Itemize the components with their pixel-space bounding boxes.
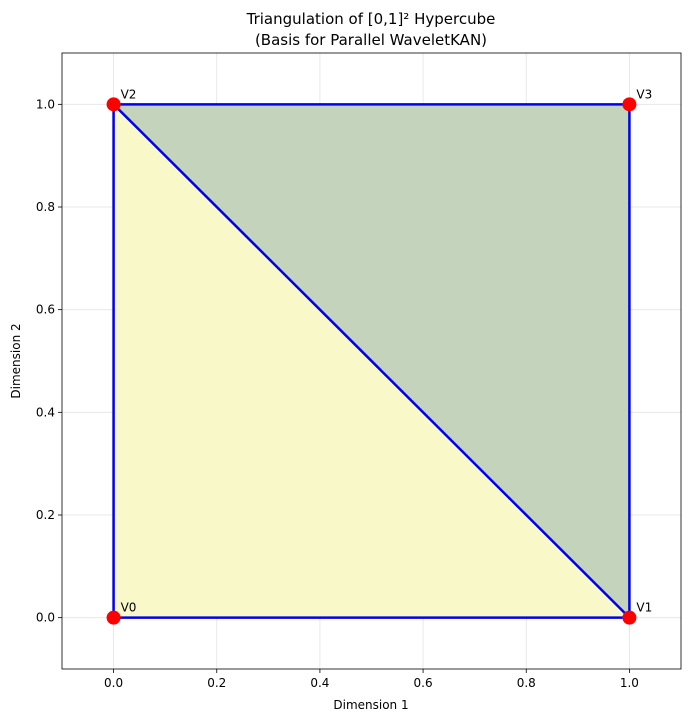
- x-tick-label-5: 1.0: [620, 676, 639, 690]
- y-tick-label-1: 0.2: [36, 508, 55, 522]
- x-tick-label-2: 0.4: [310, 676, 329, 690]
- vertex-point-v2: [106, 97, 121, 112]
- y-tick-label-0: 0.0: [36, 611, 55, 625]
- x-tick-label-1: 0.2: [207, 676, 226, 690]
- y-axis-label: Dimension 2: [9, 323, 23, 398]
- x-axis-label: Dimension 1: [333, 698, 408, 712]
- y-tick-label-2: 0.4: [36, 405, 55, 419]
- vertex-point-v0: [106, 610, 121, 625]
- vertex-label-v3: V3: [636, 87, 652, 101]
- vertex-label-v1: V1: [636, 601, 652, 615]
- vertex-point-v3: [622, 97, 637, 112]
- x-tick-label-4: 0.8: [517, 676, 536, 690]
- chart-title-line-1: Triangulation of [0,1]² Hypercube: [246, 10, 496, 28]
- vertex-label-v0: V0: [121, 601, 137, 615]
- y-tick-label-3: 0.6: [36, 303, 55, 317]
- x-tick-label-0: 0.0: [104, 676, 123, 690]
- vertex-label-v2: V2: [121, 87, 137, 101]
- chart-title-line-2: (Basis for Parallel WaveletKAN): [255, 31, 487, 49]
- plot-frame: [61, 52, 682, 670]
- edge-layer: [112, 103, 631, 619]
- vertex-point-v1: [622, 610, 637, 625]
- y-tick-label-5: 1.0: [36, 97, 55, 111]
- x-tick-label-3: 0.6: [414, 676, 433, 690]
- vertex-layer: V0 V1 V2 V3: [106, 87, 652, 625]
- edge-v1-v2: [112, 103, 631, 619]
- tick-layer: 0.0 0.2 0.4 0.6 0.8 1.0 0.0 0.2 0.4 0.6 0.8 1.0: [36, 97, 639, 690]
- y-tick-label-4: 0.8: [36, 200, 55, 214]
